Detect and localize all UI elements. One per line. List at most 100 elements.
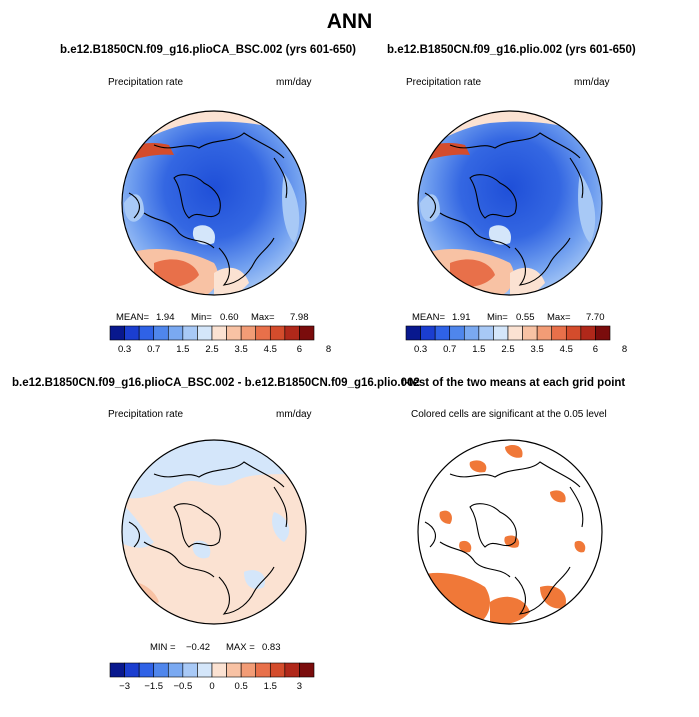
- polar-map-bottom-right: [417, 439, 603, 625]
- colorbar-top-right-tick-label: 1.5: [472, 344, 485, 355]
- colorbar-top-left-tick-label: 4.5: [264, 344, 277, 355]
- variable-label-top-right: Precipitation rate: [406, 77, 482, 88]
- colorbar-top-left-swatch: [211, 325, 227, 341]
- variable-label-top-left: Precipitation rate: [108, 77, 184, 88]
- colorbar-bottom-left-tick-label: 0.5: [235, 681, 248, 692]
- colorbar-top-left-swatch: [182, 325, 198, 341]
- colorbar-bottom-left-swatch: [167, 662, 184, 678]
- colorbar-bottom-left-swatch: [255, 662, 271, 678]
- colorbar-bottom-left-tick-label: −0.5: [173, 681, 192, 692]
- max-value-top-left: 7.98: [290, 312, 309, 323]
- colorbar-bottom-left-swatch: [124, 662, 140, 678]
- colorbar-top-left-swatch: [109, 325, 125, 341]
- colorbar-top-right-swatch: [420, 325, 436, 341]
- page-title: ANN: [326, 10, 373, 33]
- colorbar-top-right-swatch: [449, 325, 465, 341]
- colorbar-top-left-swatch: [138, 325, 155, 341]
- colorbar-bottom-left-tick-label: 3: [297, 681, 302, 692]
- mean-label-top-right: MEAN=: [412, 312, 445, 323]
- colorbar-top-left-swatch: [269, 325, 286, 341]
- colorbar-bottom-left-swatch: [226, 662, 242, 678]
- min-value-top-right: 0.55: [516, 312, 535, 323]
- colorbar-top-right-swatch: [493, 325, 509, 341]
- colorbar-bottom-left: −3 −1.5 −0.5 0 0.5 1.5 3: [109, 662, 315, 692]
- colorbar-bottom-left-swatch: [197, 662, 213, 678]
- colorbar-top-left-swatch: [299, 325, 315, 341]
- max-label-top-right: Max=: [547, 312, 571, 323]
- colorbar-top-left-tick-label: 6: [297, 344, 302, 355]
- colorbar-bottom-left-swatch: [240, 662, 257, 678]
- colorbar-top-left-swatch: [284, 325, 300, 341]
- colorbar-bottom-left-swatch: [153, 662, 169, 678]
- colorbar-bottom-left-swatch: [109, 662, 125, 678]
- polar-map-top-left: [121, 110, 307, 296]
- colorbar-top-right-tick-label: 0.3: [414, 344, 427, 355]
- mean-value-top-right: 1.91: [452, 312, 471, 323]
- colorbar-top-left-swatch: [255, 325, 271, 341]
- colorbar-top-right-swatch: [565, 325, 582, 341]
- colorbar-bottom-left-swatch: [211, 662, 227, 678]
- max-value-top-right: 7.70: [586, 312, 605, 323]
- colorbar-top-right-swatch: [580, 325, 596, 341]
- min-value-top-left: 0.60: [220, 312, 239, 323]
- polar-map-top-right: [417, 110, 603, 296]
- colorbar-top-right-swatch: [463, 325, 480, 341]
- colorbar-top-right-swatch: [507, 325, 523, 341]
- mean-value-top-left: 1.94: [156, 312, 175, 323]
- colorbar-top-right-tick-label: 0.7: [443, 344, 456, 355]
- min-label-top-right: Min=: [487, 312, 508, 323]
- colorbar-top-right-swatch: [551, 325, 567, 341]
- variable-label-bottom-left: Precipitation rate: [108, 409, 184, 420]
- max-value-bottom-left: 0.83: [262, 642, 281, 653]
- colorbar-top-right-swatch: [536, 325, 553, 341]
- colorbar-bottom-left-swatch: [269, 662, 286, 678]
- colorbar-top-left-tick-label: 0.7: [147, 344, 160, 355]
- colorbar-top-right-swatch: [478, 325, 494, 341]
- colorbar-top-right-swatch: [434, 325, 451, 341]
- colorbar-top-left-swatch: [240, 325, 257, 341]
- significance-caption: Colored cells are significant at the 0.0…: [411, 409, 607, 420]
- colorbar-top-right: 0.3 0.7 1.5 2.5 3.5 4.5 6 8: [405, 325, 627, 355]
- colorbar-top-left-swatch: [197, 325, 213, 341]
- colorbar-bottom-left-swatch: [182, 662, 198, 678]
- colorbar-top-right-tick-label: 4.5: [560, 344, 573, 355]
- colorbar-top-left-swatch: [167, 325, 184, 341]
- min-label-bottom-left: MIN =: [150, 642, 176, 653]
- colorbar-bottom-left-tick-label: −1.5: [144, 681, 163, 692]
- case-title-top-right: b.e12.B1850CN.f09_g16.plio.002 (yrs 601-…: [387, 44, 636, 56]
- colorbar-bottom-left-tick-label: −3: [119, 681, 130, 692]
- colorbar-top-right-tick-label: 2.5: [501, 344, 514, 355]
- min-label-top-left: Min=: [191, 312, 212, 323]
- colorbar-top-left-swatch: [226, 325, 242, 341]
- case-title-bottom-right: t-test of the two means at each grid poi…: [401, 377, 626, 389]
- case-title-top-left: b.e12.B1850CN.f09_g16.plioCA_BSC.002 (yr…: [60, 44, 356, 56]
- colorbar-top-right-tick-label: 3.5: [531, 344, 544, 355]
- min-value-bottom-left: −0.42: [186, 642, 211, 653]
- polar-map-bottom-left: [121, 439, 307, 625]
- colorbar-top-left-tick-label: 2.5: [205, 344, 218, 355]
- colorbar-top-left-tick-label: 8: [326, 344, 331, 355]
- colorbar-top-left-tick-label: 0.3: [118, 344, 131, 355]
- colorbar-top-right-swatch: [522, 325, 538, 341]
- case-title-bottom-left: b.e12.B1850CN.f09_g16.plioCA_BSC.002 - b…: [12, 377, 420, 389]
- colorbar-top-left-tick-label: 3.5: [235, 344, 248, 355]
- colorbar-bottom-left-swatch: [299, 662, 315, 678]
- colorbar-top-right-tick-label: 6: [593, 344, 598, 355]
- colorbar-top-left-tick-label: 1.5: [176, 344, 189, 355]
- colorbar-top-left-swatch: [153, 325, 169, 341]
- units-label-bottom-left: mm/day: [276, 409, 312, 420]
- units-label-top-right: mm/day: [574, 77, 610, 88]
- colorbar-bottom-left-tick-label: 0: [209, 681, 214, 692]
- max-label-top-left: Max=: [251, 312, 275, 323]
- colorbar-top-left-swatch: [124, 325, 140, 341]
- max-label-bottom-left: MAX =: [226, 642, 255, 653]
- colorbar-bottom-left-swatch: [284, 662, 300, 678]
- colorbar-top-right-tick-label: 8: [622, 344, 627, 355]
- colorbar-top-right-swatch: [405, 325, 421, 341]
- units-label-top-left: mm/day: [276, 77, 312, 88]
- colorbar-top-right-swatch: [595, 325, 611, 341]
- colorbar-bottom-left-swatch: [138, 662, 155, 678]
- mean-label-top-left: MEAN=: [116, 312, 149, 323]
- colorbar-top-left: 0.3 0.7 1.5 2.5 3.5 4.5 6 8: [109, 325, 331, 355]
- colorbar-bottom-left-tick-label: 1.5: [264, 681, 277, 692]
